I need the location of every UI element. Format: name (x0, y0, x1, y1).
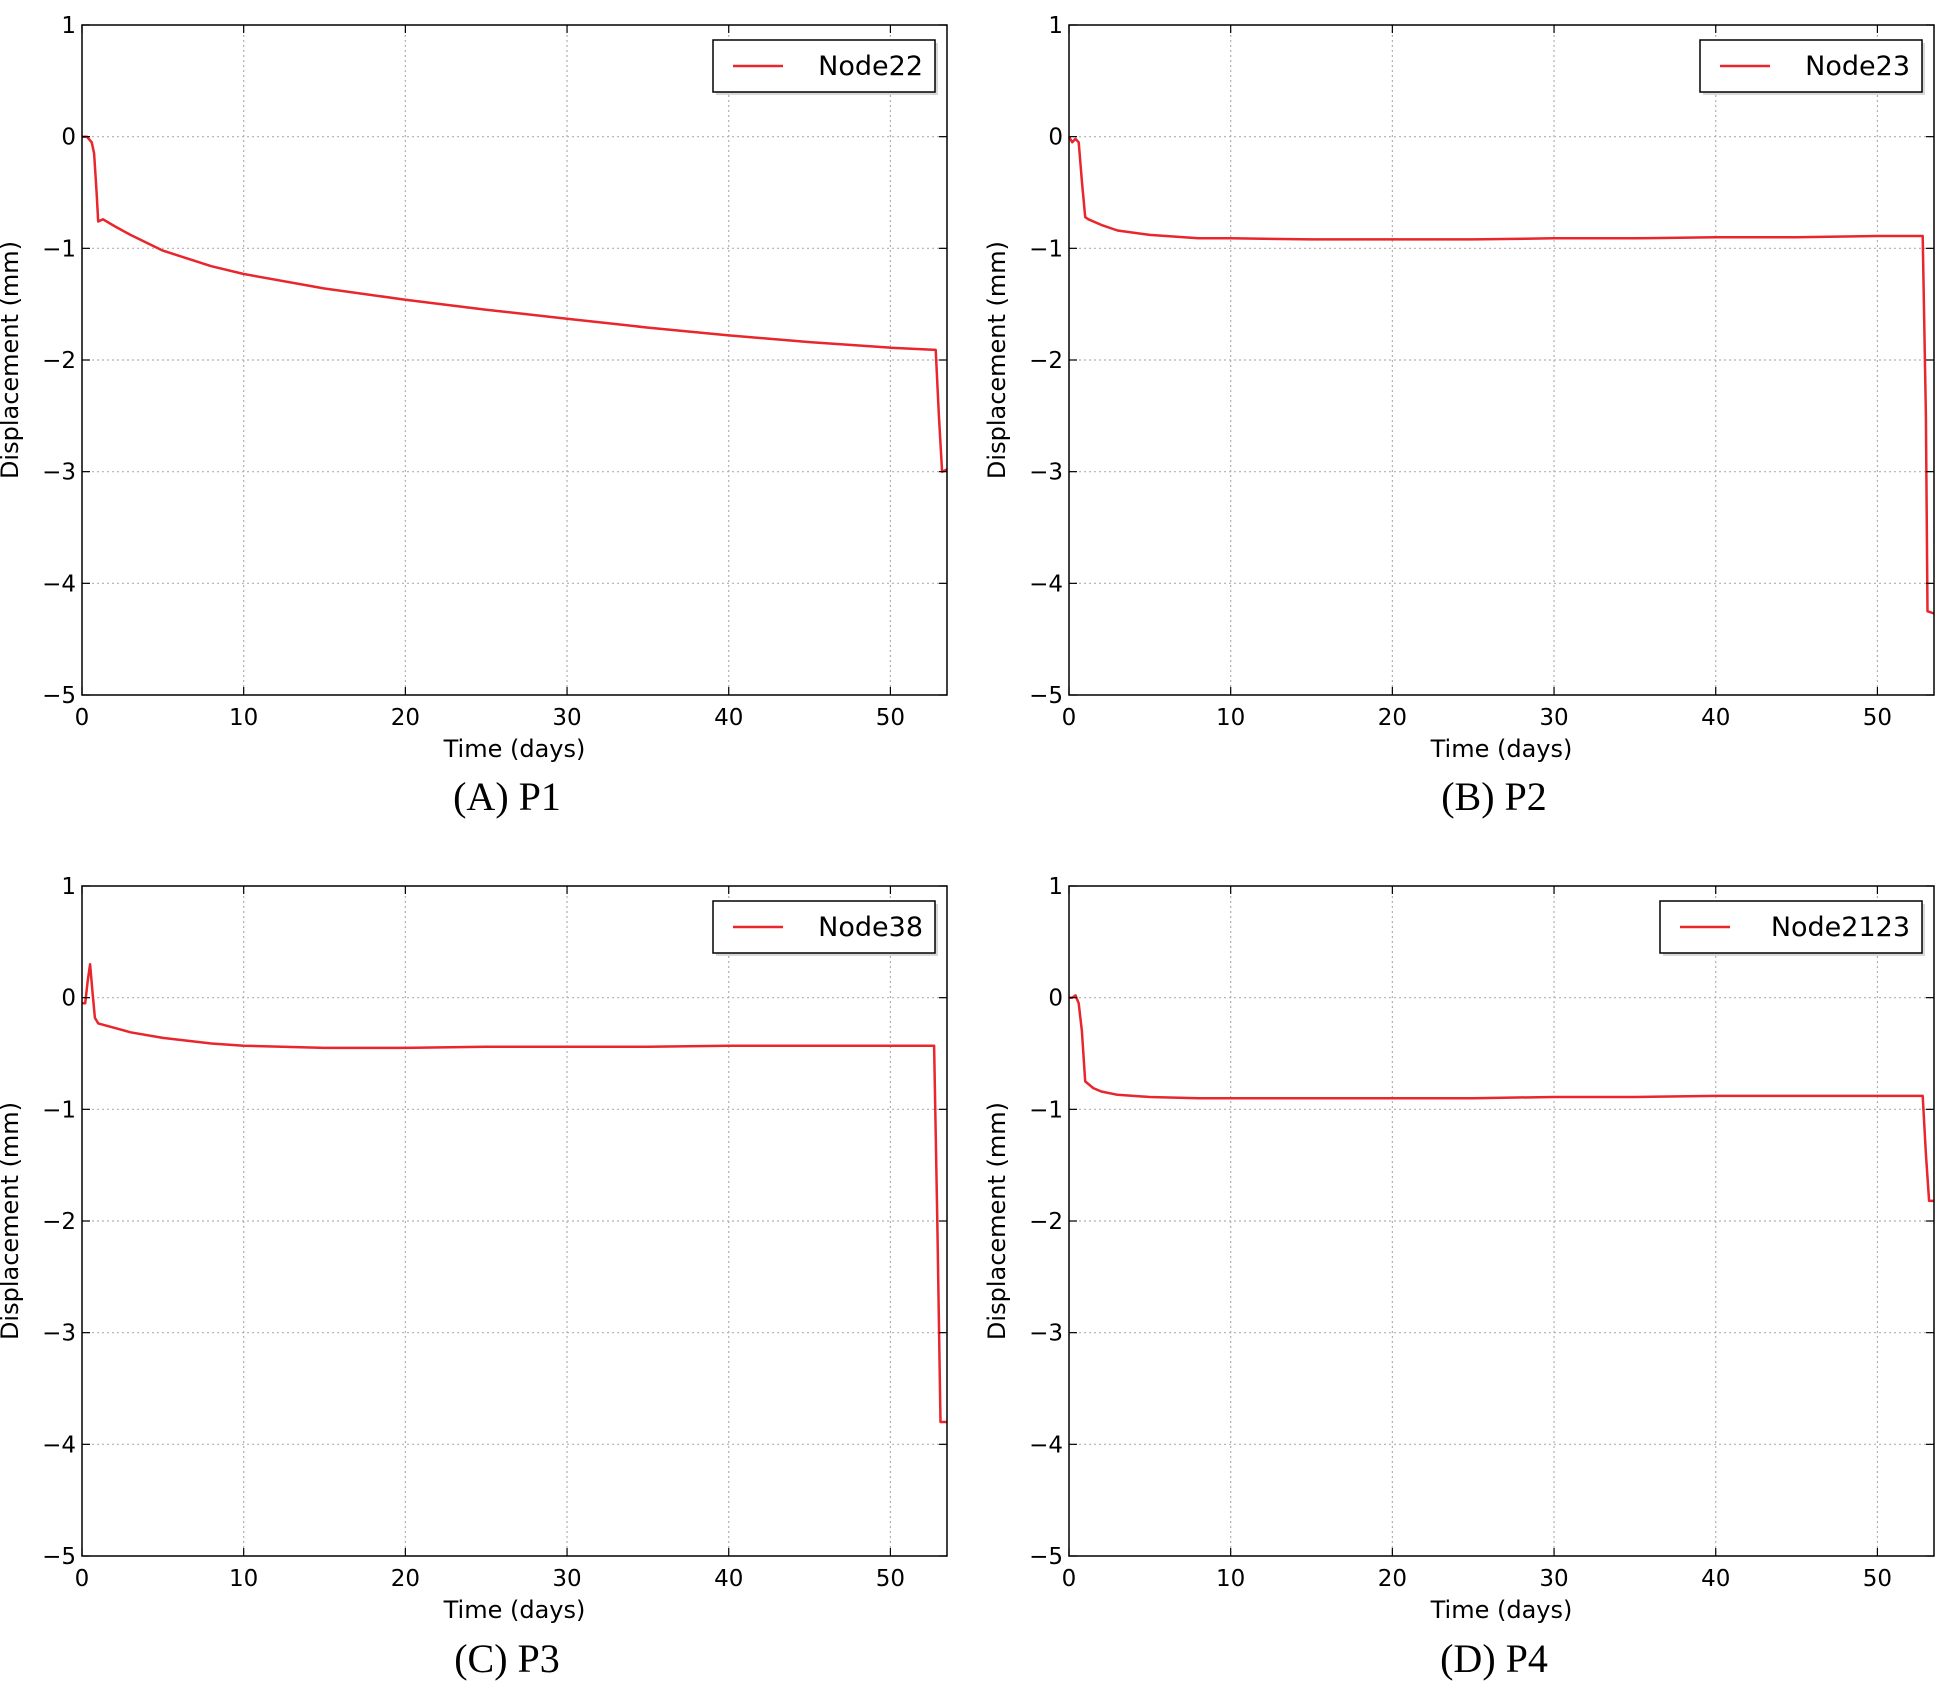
y-tick-label: −4 (42, 1432, 76, 1458)
x-tick-label: 10 (229, 1566, 258, 1592)
x-axis-label: Time (days) (443, 735, 586, 763)
y-tick-label: 1 (61, 13, 76, 39)
x-tick-label: 10 (1216, 705, 1245, 731)
x-axis-label: Time (days) (1430, 735, 1573, 763)
y-tick-label: −5 (42, 683, 76, 709)
x-tick-label: 30 (552, 705, 581, 731)
legend-label: Node2123 (1771, 912, 1910, 943)
series-line-node23 (1067, 136, 1935, 615)
x-tick-label: 10 (1216, 1566, 1245, 1592)
y-tick-label: −3 (42, 460, 76, 486)
y-axis-label: Displacement (mm) (0, 1102, 24, 1340)
x-tick-label: 50 (1863, 1566, 1892, 1592)
x-tick-label: 10 (229, 705, 258, 731)
y-tick-label: −1 (42, 236, 76, 262)
y-tick-label: 0 (61, 125, 76, 151)
x-tick-label: 50 (876, 705, 905, 731)
y-tick-label: −2 (1029, 1209, 1063, 1235)
y-tick-label: −5 (42, 1544, 76, 1570)
x-tick-label: 40 (1701, 1566, 1730, 1592)
y-tick-label: −3 (1029, 460, 1063, 486)
y-tick-label: −3 (42, 1321, 76, 1347)
x-tick-label: 30 (1539, 705, 1568, 731)
y-axis-label: Displacement (mm) (983, 241, 1011, 479)
x-tick-label: 30 (552, 1566, 581, 1592)
x-tick-label: 0 (1062, 1566, 1077, 1592)
legend-label: Node23 (1805, 51, 1910, 82)
y-tick-label: −3 (1029, 1321, 1063, 1347)
y-tick-label: −1 (1029, 1097, 1063, 1123)
y-tick-label: −4 (1029, 571, 1063, 597)
series-line-node2123 (1069, 994, 1934, 1203)
x-tick-label: 40 (714, 1566, 743, 1592)
x-tick-label: 50 (876, 1566, 905, 1592)
x-tick-label: 40 (714, 705, 743, 731)
y-tick-label: −2 (42, 348, 76, 374)
y-tick-label: −5 (1029, 1544, 1063, 1570)
y-tick-label: −2 (42, 1209, 76, 1235)
y-tick-label: 0 (1048, 986, 1063, 1012)
series-line-node22 (82, 135, 948, 473)
y-tick-label: −4 (1029, 1432, 1063, 1458)
x-tick-label: 20 (391, 705, 420, 731)
x-tick-label: 20 (391, 1566, 420, 1592)
legend-label: Node22 (818, 51, 923, 82)
y-tick-label: −1 (1029, 236, 1063, 262)
panel-caption: (C) P3 (454, 1636, 560, 1681)
y-tick-label: −5 (1029, 683, 1063, 709)
x-tick-label: 20 (1378, 1566, 1407, 1592)
y-tick-label: 1 (1048, 874, 1063, 900)
x-tick-label: 40 (1701, 705, 1730, 731)
y-tick-label: −4 (42, 571, 76, 597)
y-axis-label: Displacement (mm) (0, 241, 24, 479)
y-tick-label: 0 (61, 986, 76, 1012)
x-tick-label: 20 (1378, 705, 1407, 731)
x-axis-label: Time (days) (1430, 1596, 1573, 1624)
y-tick-label: 1 (61, 874, 76, 900)
panel-caption: (D) P4 (1440, 1636, 1548, 1681)
panel-caption: (A) P1 (453, 774, 561, 819)
x-tick-label: 50 (1863, 705, 1892, 731)
series-line-node38 (82, 962, 947, 1424)
y-axis-label: Displacement (mm) (983, 1102, 1011, 1340)
y-tick-label: 1 (1048, 13, 1063, 39)
x-axis-label: Time (days) (443, 1596, 586, 1624)
x-tick-label: 0 (75, 705, 90, 731)
panel-caption: (B) P2 (1441, 774, 1547, 819)
x-tick-label: 0 (75, 1566, 90, 1592)
y-tick-label: 0 (1048, 125, 1063, 151)
legend-label: Node38 (818, 912, 923, 943)
y-tick-label: −2 (1029, 348, 1063, 374)
x-tick-label: 0 (1062, 705, 1077, 731)
x-tick-label: 30 (1539, 1566, 1568, 1592)
y-tick-label: −1 (42, 1097, 76, 1123)
